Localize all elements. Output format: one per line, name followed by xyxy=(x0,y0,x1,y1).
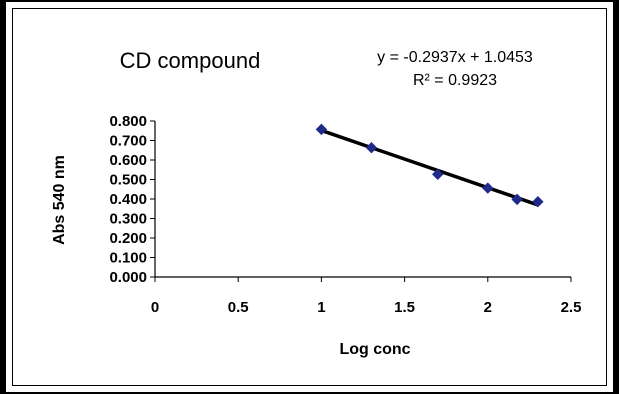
y-tick-label: 0.700 xyxy=(109,133,147,150)
y-axis-label: Abs 540 nm xyxy=(51,155,68,245)
y-tick-label: 0.600 xyxy=(109,152,147,169)
y-tick-label: 0.100 xyxy=(109,250,147,267)
y-tick-label: 0.300 xyxy=(109,211,147,228)
chart-area xyxy=(12,8,607,386)
x-tick-label: 1.5 xyxy=(394,299,415,316)
x-axis-label: Log conc xyxy=(339,341,410,358)
chart-title: CD compound xyxy=(120,48,261,73)
x-tick-label: 2 xyxy=(484,299,492,316)
y-tick-label: 0.200 xyxy=(109,230,147,247)
data-point xyxy=(365,142,378,154)
x-tick-label: 2.5 xyxy=(561,299,582,316)
x-axis-ticks: 0 0.5 1 1.5 2 2.5 xyxy=(151,277,582,316)
data-point xyxy=(482,182,494,194)
x-tick-label: 1 xyxy=(317,299,325,316)
data-points xyxy=(315,123,544,208)
x-tick-label: 0 xyxy=(151,299,159,316)
data-point xyxy=(532,196,544,208)
y-tick-label: 0.800 xyxy=(109,113,147,130)
y-axis-ticks: 0.000 0.100 0.200 0.300 0.400 0.500 0.600 0.700… xyxy=(109,113,155,286)
trendline-line xyxy=(320,128,539,207)
trendline xyxy=(320,128,539,207)
y-tick-label: 0.000 xyxy=(109,269,147,286)
y-tick-label: 0.400 xyxy=(109,191,147,208)
data-point xyxy=(511,193,523,206)
data-point xyxy=(432,168,444,180)
trendline-equation: y = -0.2937x + 1.0453 xyxy=(377,49,533,66)
data-point xyxy=(315,123,328,136)
x-tick-label: 0.5 xyxy=(228,299,249,316)
y-tick-label: 0.500 xyxy=(109,172,147,189)
trendline-r-squared: R² = 0.9923 xyxy=(413,72,497,89)
